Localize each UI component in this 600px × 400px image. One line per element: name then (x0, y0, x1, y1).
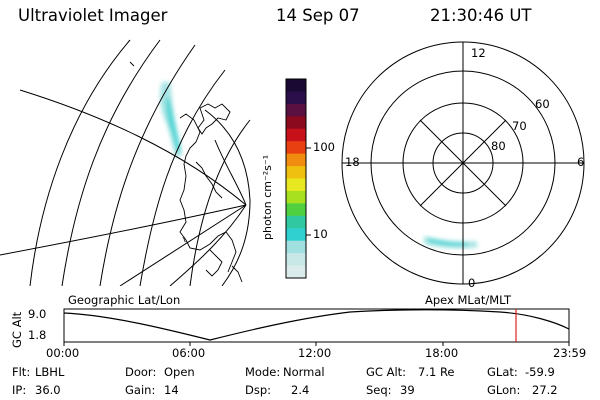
colorbar-frame (285, 78, 307, 279)
colorbar-band (286, 166, 306, 180)
info-gain-key: Gain: (125, 383, 156, 397)
time-label: 21:30:46 UT (430, 6, 532, 25)
altitude-x-tick-1800: 18:00 (425, 346, 459, 360)
info-flt-key: Flt: (12, 365, 31, 379)
colorbar-band (286, 215, 306, 229)
earth-limb (204, 109, 251, 286)
altitude-x-ticks (63, 342, 570, 346)
info-ip-key: IP: (12, 383, 27, 397)
info-ip-value: 36.0 (35, 383, 61, 397)
colorbar-band (286, 91, 306, 105)
date-label: 14 Sep 07 (276, 6, 360, 25)
map-small-label: ~ (177, 235, 189, 247)
colorbar-band (286, 190, 306, 204)
colorbar-band (286, 240, 306, 254)
info-door-value: Open (164, 365, 195, 379)
longitude-lines (0, 89, 247, 286)
info-seq-key: Seq: (366, 383, 392, 397)
aurora-emission-polar (424, 236, 478, 249)
info-flt-value: LBHL (35, 365, 65, 379)
altitude-x-tick-2359: 23:59 (553, 346, 587, 360)
colorbar-band (286, 178, 306, 192)
info-glon-key: GLon: (487, 383, 521, 397)
polar-lat-60: 60 (535, 97, 550, 111)
colorbar (286, 79, 306, 279)
info-gcalt-key: GC Alt: (366, 365, 407, 379)
altitude-x-tick-0000: 00:00 (46, 346, 80, 360)
instrument-title: Ultraviolet Imager (18, 6, 168, 25)
polar-plot (341, 41, 585, 285)
coastlines (129, 61, 243, 283)
info-mode-value: Normal (283, 365, 325, 379)
colorbar-band (286, 116, 306, 130)
info-dsp-key: Dsp: (245, 383, 272, 397)
colorbar-label-100: 100 (313, 140, 335, 154)
info-dsp-value: 2.4 (291, 383, 310, 397)
altitude-x-tick-0600: 06:00 (172, 346, 206, 360)
info-gcalt-value: 7.1 Re (418, 365, 455, 379)
colorbar-label-10: 10 (313, 227, 328, 241)
polar-mlt-0: 0 (468, 276, 476, 290)
aurora-emission-geo (159, 82, 182, 158)
colorbar-band (286, 203, 306, 217)
apex-panel-label: Apex MLat/MLT (425, 293, 512, 307)
altitude-y-tick-high: 9.0 (28, 307, 47, 321)
info-mode-key: Mode: (245, 365, 281, 379)
polar-lat-70: 70 (512, 119, 527, 133)
geographic-panel-label: Geographic Lat/Lon (68, 293, 181, 307)
colorbar-band (286, 228, 306, 242)
altitude-y-tick-low: 1.8 (28, 328, 47, 342)
info-glat-key: GLat: (487, 365, 518, 379)
colorbar-band (286, 253, 306, 267)
colorbar-band (286, 79, 306, 93)
latitude-lines (29, 39, 251, 286)
altitude-curve (63, 309, 570, 341)
colorbar-unit-label: photon cm⁻²s⁻¹ (261, 154, 274, 240)
info-glat-value: -59.9 (525, 365, 555, 379)
colorbar-band (286, 128, 306, 142)
polar-mlt-6: 6 (577, 155, 585, 169)
colorbar-band (286, 141, 306, 155)
geographic-map: ~ (0, 39, 251, 286)
info-glon-value: 27.2 (532, 383, 558, 397)
colorbar-band (286, 153, 306, 167)
colorbar-band (286, 265, 306, 279)
altitude-x-tick-1200: 12:00 (298, 346, 332, 360)
altitude-plot (63, 308, 570, 346)
colorbar-band (286, 103, 306, 117)
polar-lat-80: 80 (491, 139, 506, 153)
info-door-key: Door: (125, 365, 157, 379)
polar-mlt-12: 12 (471, 46, 486, 60)
info-seq-value: 39 (400, 383, 415, 397)
info-gain-value: 14 (164, 383, 179, 397)
polar-mlt-18: 18 (345, 155, 360, 169)
altitude-axis-label: GC Alt (10, 311, 24, 348)
